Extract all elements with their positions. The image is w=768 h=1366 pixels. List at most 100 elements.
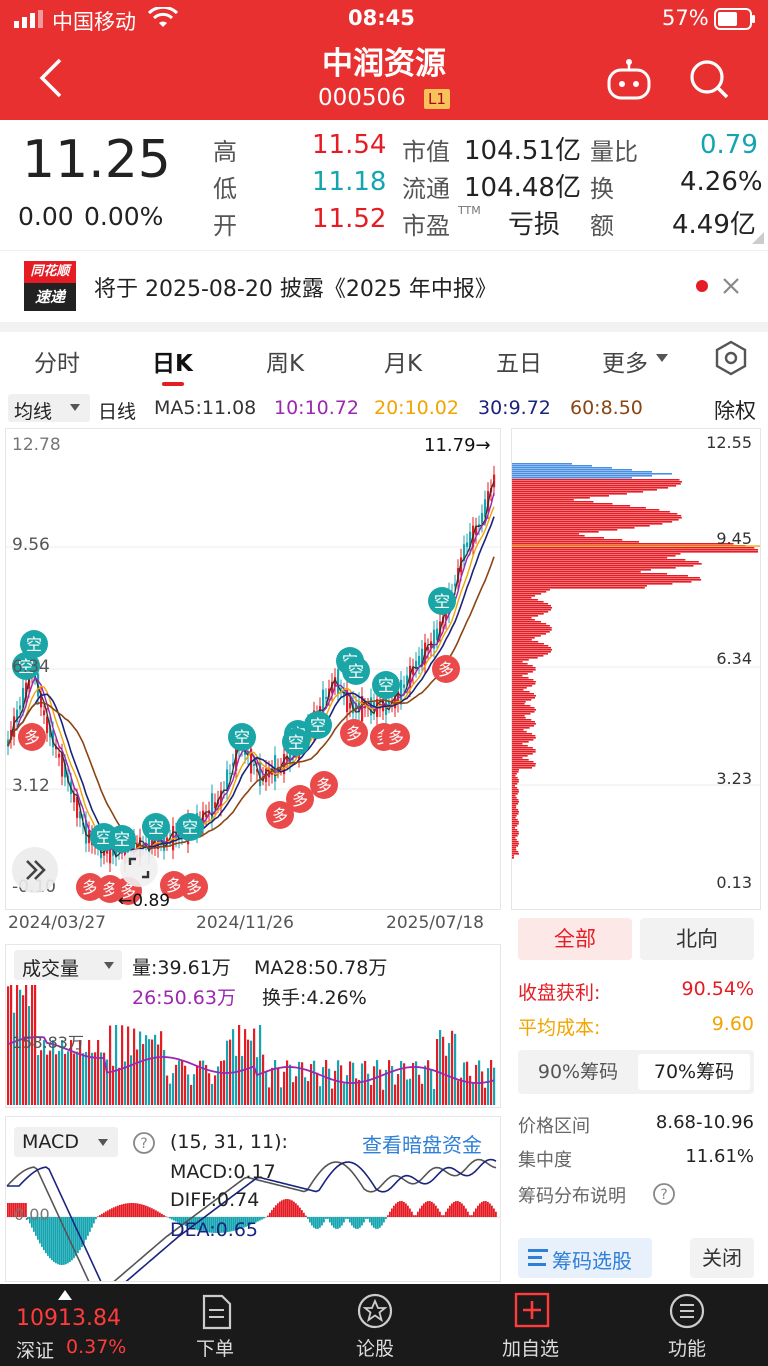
- volume-ma26: 26:50.63万: [132, 987, 236, 1009]
- chip70-button[interactable]: 70%筹码: [638, 1054, 750, 1090]
- volume-bar: [43, 1040, 46, 1105]
- volume-selector[interactable]: 成交量: [14, 950, 122, 980]
- search-icon[interactable]: [688, 58, 730, 100]
- volume-bar: [115, 1025, 118, 1105]
- candle-body: [109, 842, 112, 864]
- macd-histogram-bar: [279, 1201, 281, 1217]
- close-panel-button[interactable]: 关闭: [690, 1238, 754, 1278]
- help-icon[interactable]: ?: [652, 1182, 676, 1206]
- dark-pool-link[interactable]: 查看暗盘资金: [362, 1133, 482, 1157]
- macd-histogram-bar: [317, 1217, 319, 1229]
- nav-add-watchlist[interactable]: 加自选: [500, 1292, 564, 1362]
- fullscreen-button[interactable]: [120, 849, 158, 887]
- chip-desc-link[interactable]: 筹码分布说明: [518, 1186, 626, 1207]
- tab-five-day[interactable]: 五日: [496, 351, 542, 377]
- macd-histogram-bar: [7, 1203, 9, 1217]
- chip-bar: [512, 845, 519, 847]
- dea-value: DEA:0.65: [170, 1219, 259, 1241]
- nav-order[interactable]: 下单: [186, 1292, 246, 1362]
- chip-bar: [512, 851, 519, 853]
- nav-forum[interactable]: 论股: [344, 1292, 408, 1362]
- chip-bar: [512, 853, 519, 855]
- volume-chart[interactable]: 成交量 量:39.61万 MA28:50.78万 26:50.63万 换手:4.…: [5, 944, 501, 1108]
- macd-histogram-bar: [151, 1208, 153, 1217]
- chip-bar: [512, 495, 610, 497]
- volume-bar: [91, 1052, 94, 1105]
- float-value: 104.48亿: [464, 173, 581, 203]
- macd-histogram-bar: [261, 1217, 263, 1220]
- tab-all[interactable]: 全部: [518, 918, 632, 960]
- candle-body: [421, 648, 424, 664]
- volume-bar: [457, 1080, 460, 1105]
- chip-bar: [512, 669, 536, 671]
- ma-selector[interactable]: 均线: [8, 394, 90, 423]
- chip-bar: [512, 547, 755, 549]
- macd-histogram-bar: [321, 1217, 323, 1226]
- macd-histogram-bar: [251, 1217, 253, 1225]
- chip-bar: [512, 589, 550, 591]
- kline-chart[interactable]: 空空空空空空空空空空空空空空多多多多多多多多多多多多多 12.78 9.56 6…: [5, 428, 501, 911]
- chip-bar: [512, 731, 527, 733]
- tab-daily-k[interactable]: 日K: [152, 351, 193, 377]
- tab-intraday[interactable]: 分时: [34, 351, 80, 377]
- chip-bar: [512, 743, 523, 745]
- close-icon[interactable]: [722, 277, 740, 295]
- app-header: 中国移动 08:45 57% 中润资源 000506 L1: [0, 0, 768, 120]
- ma10-value: 10:10.72: [274, 397, 359, 419]
- axis-label-3: 6.34: [12, 657, 50, 677]
- volume-bar: [202, 1060, 205, 1105]
- tab-north[interactable]: 北向: [640, 918, 754, 960]
- index-value[interactable]: 10913.84: [16, 1306, 121, 1331]
- notice-text[interactable]: 将于 2025-08-20 披露《2025 年中报》: [94, 277, 497, 302]
- chip-bar: [512, 735, 536, 737]
- nav-functions[interactable]: 功能: [656, 1292, 720, 1362]
- volume-bar: [268, 1087, 271, 1105]
- notice-bar[interactable]: 同花顺 速递 将于 2025-08-20 披露《2025 年中报》: [0, 250, 768, 322]
- chip-bar: [512, 559, 686, 561]
- robot-assistant-icon[interactable]: [606, 58, 652, 100]
- macd-selector[interactable]: MACD: [14, 1127, 118, 1157]
- volume-bar: [154, 1034, 157, 1105]
- tab-more[interactable]: 更多: [602, 351, 648, 377]
- ma-line: [7, 556, 495, 849]
- price-range-value: 8.68-10.96: [655, 1112, 754, 1133]
- svg-text:空: 空: [434, 592, 450, 611]
- double-chevron-right-icon: [26, 860, 46, 880]
- macd-histogram-bar: [441, 1215, 443, 1217]
- macd-histogram-bar: [17, 1203, 19, 1217]
- sell-signal-marker: 空: [372, 671, 400, 699]
- chip-bar: [512, 751, 536, 753]
- chip-bar: [512, 843, 519, 845]
- volume-bar: [358, 1079, 361, 1105]
- settings-hexagon-icon[interactable]: [714, 340, 748, 376]
- volume-bar: [109, 1025, 112, 1105]
- macd-histogram-bar: [239, 1217, 241, 1230]
- tab-weekly-k[interactable]: 周K: [266, 351, 305, 377]
- macd-chart[interactable]: MACD ? (15, 31, 11): 查看暗盘资金 MACD:0.17 DI…: [5, 1116, 501, 1298]
- svg-text:空: 空: [234, 728, 250, 747]
- volume-bar: [487, 1068, 490, 1105]
- candle-body: [403, 684, 406, 688]
- volume-bar: [271, 1067, 274, 1105]
- expand-chart-button[interactable]: [12, 847, 58, 893]
- macd-histogram-bar: [459, 1201, 461, 1217]
- back-arrow-icon[interactable]: [38, 58, 64, 98]
- chip-bar: [512, 689, 524, 691]
- adjust-button[interactable]: 除权: [714, 399, 756, 423]
- candle-body: [7, 739, 10, 747]
- macd-histogram-bar: [257, 1217, 259, 1222]
- chip-select-button[interactable]: 筹码选股: [518, 1238, 652, 1278]
- expand-corner-icon[interactable]: [752, 232, 764, 244]
- axis-label-2: 9.56: [12, 535, 50, 555]
- chip-bar: [512, 531, 599, 533]
- help-icon[interactable]: ?: [132, 1131, 156, 1155]
- amount-value: 4.49亿: [672, 210, 756, 240]
- volume-bar: [451, 1030, 454, 1105]
- tab-monthly-k[interactable]: 月K: [384, 351, 423, 377]
- candle-body: [454, 583, 457, 587]
- candle-body: [343, 691, 346, 697]
- macd-histogram-bar: [311, 1217, 313, 1226]
- chip90-button[interactable]: 90%筹码: [537, 1061, 619, 1083]
- macd-histogram-bar: [469, 1215, 471, 1217]
- price-range-label: 价格区间: [518, 1116, 590, 1137]
